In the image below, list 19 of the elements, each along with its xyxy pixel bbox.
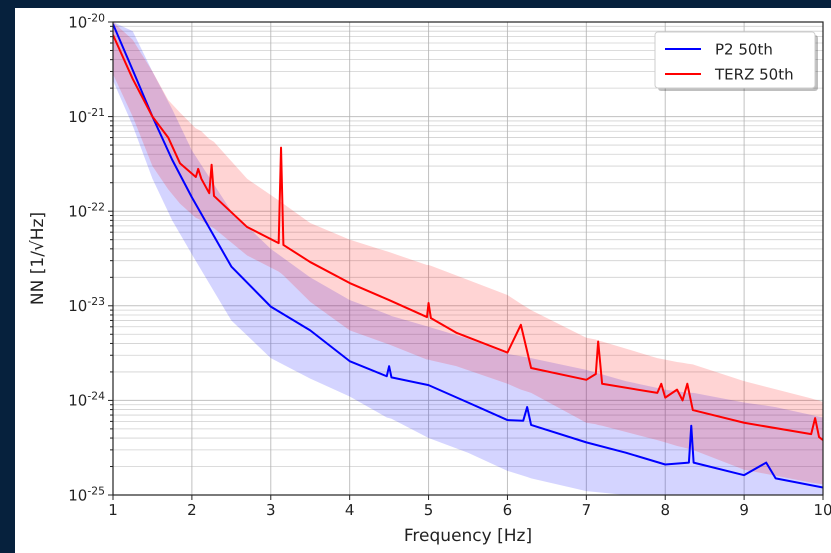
x-tick-label: 8 <box>660 501 670 519</box>
legend-label: TERZ 50th <box>714 65 794 84</box>
x-tick-label: 4 <box>344 501 354 519</box>
x-axis-title: Frequency [Hz] <box>404 526 532 546</box>
y-axis-title: NN [1/√Hz] <box>28 212 48 306</box>
x-tick-label: 3 <box>266 501 276 519</box>
y-tick-label: 10$^{-25}$ <box>68 484 105 504</box>
y-tick-label: 10$^{-20}$ <box>68 10 106 32</box>
x-tick-label: 1 <box>108 501 118 519</box>
y-tick-label: 10$^{-22}$ <box>68 200 105 220</box>
x-tick-label: 6 <box>502 501 512 519</box>
legend-label: P2 50th <box>715 40 773 58</box>
y-tick-label: 10$^{-24}$ <box>68 389 106 410</box>
x-tick-label: 7 <box>582 501 592 519</box>
y-tick-label: 10$^{-23}$ <box>68 294 105 316</box>
y-tick-label: 10$^{-21}$ <box>68 105 105 126</box>
x-tick-label: 2 <box>187 501 197 519</box>
x-tick-label: 5 <box>424 501 434 519</box>
x-tick-label: 9 <box>739 501 749 519</box>
